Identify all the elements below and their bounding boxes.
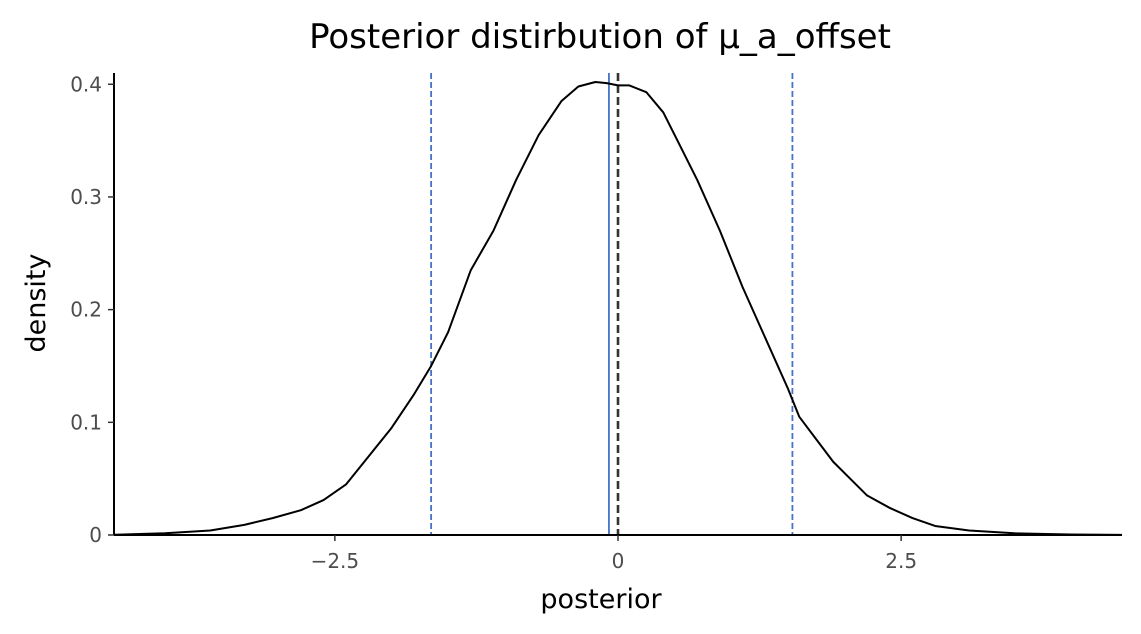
y-tick-label-0: 0 (89, 523, 102, 547)
y-tick-label-1: 0.1 (70, 410, 102, 434)
y-tick-label-4: 0.4 (70, 72, 102, 96)
y-axis-title: density (21, 253, 52, 352)
density-line-0 (113, 81, 1123, 536)
x-tick-label-1: 0 (612, 549, 625, 573)
x-tick-label-2: 2.5 (885, 549, 917, 573)
x-tick-label-0: −2.5 (311, 549, 360, 573)
x-axis-title: posterior (540, 584, 662, 615)
y-tick-label-2: 0.2 (70, 298, 102, 322)
y-tick-label-3: 0.3 (70, 185, 102, 209)
plot-area: −2.5 0 2.5 0 0.1 0.2 0.3 0.4 (70, 72, 1123, 573)
chart-title: Posterior distirbution of μ_a_offset (309, 17, 891, 57)
